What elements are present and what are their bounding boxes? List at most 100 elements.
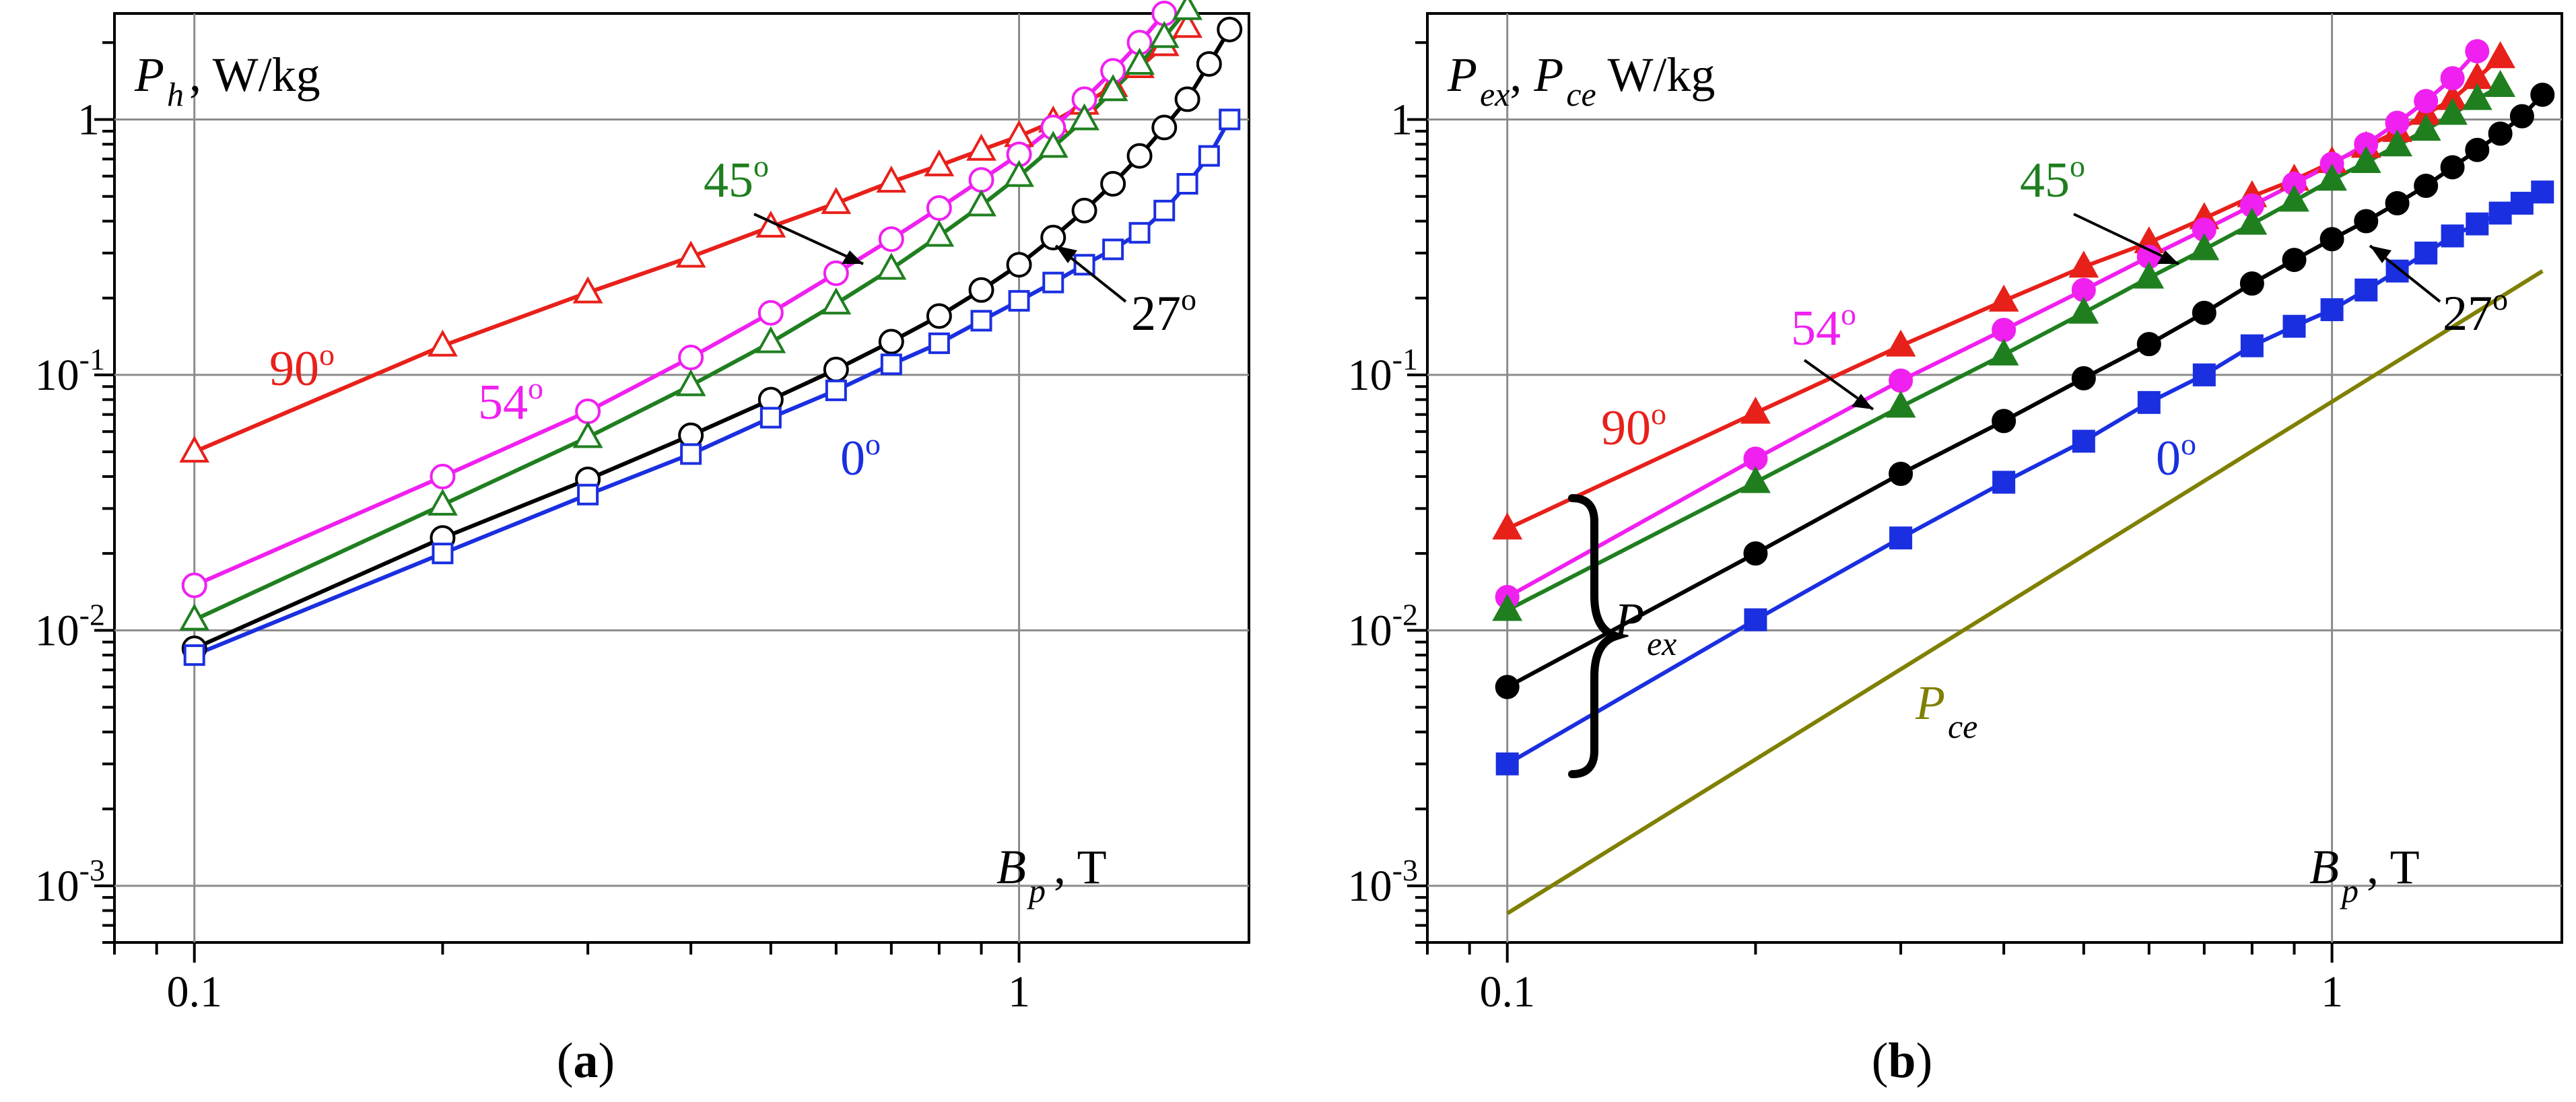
- arrowhead-27-a: [1056, 246, 1077, 263]
- data-point-90: [1492, 512, 1523, 540]
- label-0-a: 0o: [840, 427, 881, 486]
- data-point-0: [1102, 238, 1124, 261]
- data-point-45: [1004, 160, 1034, 187]
- data-point-45: [2237, 207, 2268, 235]
- data-point-0: [2192, 363, 2216, 386]
- data-point-45: [179, 603, 210, 631]
- data-point-0: [880, 353, 902, 376]
- data-point-45: [1172, 0, 1202, 20]
- data-point-45: [2462, 83, 2493, 110]
- data-point-90: [572, 276, 603, 304]
- data-point-27: [2465, 137, 2490, 162]
- data-point-27: [926, 303, 952, 329]
- data-point-0: [970, 310, 992, 332]
- data-point-0: [2320, 298, 2344, 322]
- data-point-45: [2437, 98, 2468, 125]
- data-point-27: [2385, 191, 2410, 215]
- series-line-Pce: [1506, 269, 2544, 916]
- data-point-27: [1992, 409, 2016, 434]
- label-90-b: 90o: [1601, 397, 1666, 456]
- label-45-b: 45o: [2020, 149, 2085, 208]
- data-point-0: [2466, 212, 2489, 236]
- data-point-0: [1176, 173, 1198, 195]
- data-point-27: [1100, 171, 1126, 197]
- panel-a: 0.1 110-310-210-11 Ph, W/kg Bp, T 90o 54o…: [35, 0, 1250, 1089]
- data-point-45: [2134, 261, 2165, 289]
- data-point-54: [1992, 318, 2016, 343]
- panel-b-label: (b): [1872, 1033, 1932, 1089]
- data-point-54: [968, 167, 994, 193]
- panel-a-ylabel: Ph, W/kg: [134, 48, 320, 113]
- panel-a-xlabel: Bp, T: [996, 840, 1107, 909]
- panel-a-ticks: 0.1 110-310-210-11: [35, 41, 1030, 1017]
- data-point-0: [825, 379, 847, 401]
- data-point-0: [1992, 471, 2016, 494]
- data-point-45: [2317, 164, 2347, 191]
- data-point-0: [1219, 108, 1241, 131]
- label-90-a: 90o: [269, 337, 335, 397]
- y-tick-label: 10-3: [1348, 853, 1418, 911]
- pex-brace: [1568, 494, 1630, 778]
- data-point-45: [2410, 113, 2441, 141]
- data-point-90: [675, 240, 706, 268]
- panel-a-label: (a): [557, 1033, 615, 1089]
- label-45-a: 45o: [704, 149, 769, 208]
- pce-label: Pce: [1915, 676, 1977, 745]
- data-point-45: [2189, 233, 2220, 261]
- data-point-45: [876, 252, 907, 280]
- data-point-27: [878, 329, 904, 355]
- data-point-45: [2350, 145, 2381, 174]
- data-point-27: [2239, 271, 2264, 296]
- data-point-0: [2441, 224, 2464, 248]
- x-tick-label: 1: [2321, 967, 2343, 1017]
- data-point-0: [2531, 180, 2554, 204]
- pex-label: Pex: [1614, 593, 1676, 662]
- data-point-0: [2282, 314, 2306, 338]
- data-point-27: [1174, 86, 1200, 112]
- arrow-45-b: [2073, 213, 2179, 265]
- x-tick-label: 0.1: [166, 967, 222, 1017]
- arrow-45-a: [753, 213, 864, 265]
- data-point-0: [432, 543, 454, 565]
- data-point-27: [2071, 366, 2096, 390]
- label-27-a: 27o: [1131, 282, 1196, 341]
- data-point-0: [1153, 199, 1176, 221]
- data-point-45: [1069, 103, 1099, 131]
- label-0-b: 0o: [2156, 427, 2196, 486]
- data-point-0: [680, 443, 702, 465]
- panel-b-xlabel: Bp, T: [2309, 840, 2420, 909]
- data-point-54: [678, 345, 704, 371]
- panel-a-grid: [114, 13, 1249, 942]
- data-point-45: [966, 189, 996, 217]
- y-tick-label: 10-3: [35, 853, 105, 911]
- data-point-0: [183, 644, 205, 666]
- data-point-90: [1740, 397, 1771, 424]
- data-point-0: [1042, 271, 1064, 294]
- data-point-54: [430, 463, 456, 489]
- data-point-27: [1743, 541, 1768, 566]
- data-point-45: [1492, 594, 1523, 621]
- data-point-27: [2354, 209, 2379, 234]
- data-point-27: [1006, 252, 1032, 278]
- data-point-54: [2440, 66, 2465, 91]
- data-point-0: [2072, 429, 2095, 453]
- data-point-0: [2354, 278, 2378, 302]
- data-point-45: [2279, 184, 2309, 212]
- arrowhead-45-a: [842, 250, 863, 264]
- data-point-54: [757, 300, 784, 326]
- data-point-27: [2136, 332, 2161, 357]
- data-point-0: [1008, 289, 1030, 312]
- panel-b: 0.1 110-310-210-11 Pex, Pce W/kg Bp, T 90…: [1348, 12, 2563, 1089]
- data-point-90: [924, 149, 955, 176]
- data-point-90: [2485, 41, 2515, 69]
- data-point-0: [2488, 201, 2512, 225]
- data-point-54: [878, 226, 904, 252]
- x-tick-label: 1: [1008, 967, 1030, 1017]
- data-point-54: [926, 195, 952, 221]
- y-tick-label: 10-1: [1348, 342, 1418, 400]
- data-point-90: [966, 133, 996, 161]
- data-point-45: [1740, 466, 1771, 493]
- data-point-27: [1495, 675, 1520, 699]
- data-point-45: [1038, 131, 1069, 158]
- data-point-0: [1889, 526, 1913, 550]
